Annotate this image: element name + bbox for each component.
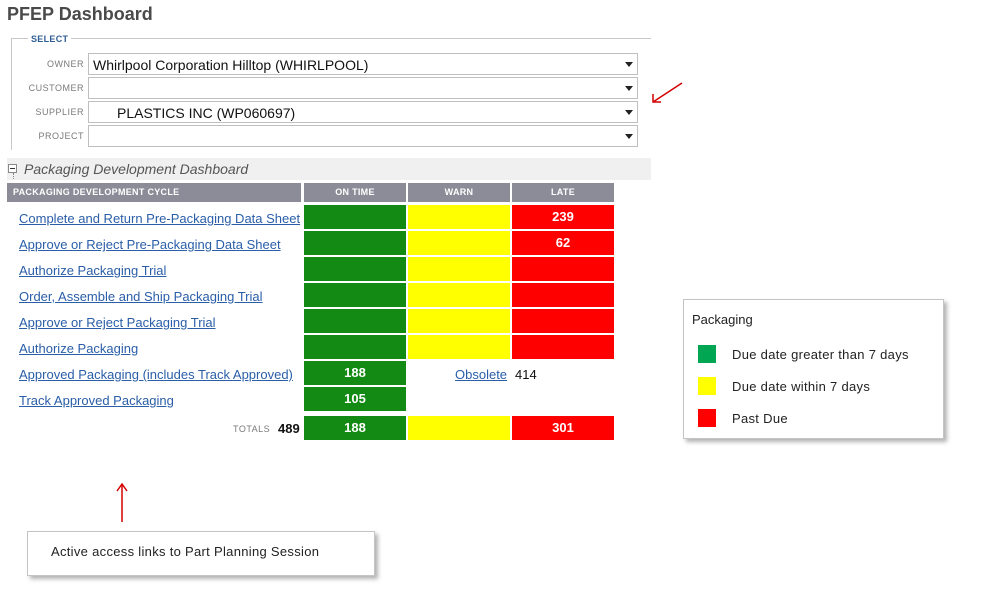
red-swatch-icon [698,409,716,427]
chevron-down-icon[interactable] [625,62,633,67]
header-on-time: ON TIME [304,183,406,202]
owner-row: OWNER Whirlpool Corporation Hilltop (WHI… [12,53,652,75]
project-row: PROJECT [12,125,652,147]
cell-warn [408,231,510,255]
cell-warn [408,283,510,307]
cell-warn [408,257,510,281]
header-cycle: PACKAGING DEVELOPMENT CYCLE [7,183,301,202]
header-warn: WARN [408,183,510,202]
cell-warn [408,205,510,229]
supplier-label: SUPPLIER [35,107,84,117]
total-warn [408,416,510,440]
annotation-arrow-up-icon [116,482,128,522]
project-label: PROJECT [38,131,84,141]
chevron-down-icon[interactable] [625,134,633,139]
link-approved-packaging[interactable]: Approved Packaging (includes Track Appro… [19,367,293,382]
cell-on-time[interactable]: 188 [304,361,406,385]
totals-label: TOTALS [233,424,271,434]
cell-warn [408,309,510,333]
totals-value: 489 [278,421,300,436]
cell-late[interactable]: 239 [512,205,614,229]
page-title: PFEP Dashboard [7,4,153,24]
annotation-arrow-icon [652,82,683,103]
section-header: Packaging Development Dashboard [7,158,651,180]
link-track-approved-packaging[interactable]: Track Approved Packaging [19,393,174,408]
annotation-text: Active access links to Part Planning Ses… [51,544,320,559]
yellow-swatch-icon [698,377,716,395]
owner-value: Whirlpool Corporation Hilltop (WHIRLPOOL… [93,57,369,73]
customer-select[interactable] [88,77,638,99]
cell-late[interactable]: 62 [512,231,614,255]
select-fieldset: SELECT OWNER Whirlpool Corporation Hillt… [11,34,652,150]
link-order-assemble-ship-trial[interactable]: Order, Assemble and Ship Packaging Trial [19,289,263,304]
project-select[interactable] [88,125,638,147]
legend-label: Due date greater than 7 days [732,347,909,362]
link-obsolete[interactable]: Obsolete [455,367,508,382]
select-legend: SELECT [28,34,72,44]
collapse-icon[interactable] [8,164,17,179]
cell-late [512,335,614,359]
legend-label: Past Due [732,411,788,426]
cell-on-time [304,231,406,255]
cell-on-time [304,283,406,307]
cell-late [512,257,614,281]
obsolete-count: 414 [515,367,537,382]
cell-on-time [304,205,406,229]
header-late: LATE [512,183,614,202]
supplier-value: PLASTICS INC (WP060697) [117,105,296,121]
link-approve-reject-pre-packaging[interactable]: Approve or Reject Pre-Packaging Data She… [19,237,281,252]
link-approve-reject-packaging-trial[interactable]: Approve or Reject Packaging Trial [19,315,216,330]
cell-on-time [304,257,406,281]
customer-row: CUSTOMER [12,77,652,99]
link-complete-return-pre-packaging[interactable]: Complete and Return Pre-Packaging Data S… [19,211,301,226]
green-swatch-icon [698,345,716,363]
chevron-down-icon[interactable] [625,110,633,115]
owner-label: OWNER [47,59,84,69]
cell-on-time [304,335,406,359]
customer-label: CUSTOMER [28,83,84,93]
chevron-down-icon[interactable] [625,86,633,91]
cell-late [512,309,614,333]
supplier-select[interactable]: PLASTICS INC (WP060697) [88,101,638,123]
legend-title: Packaging [692,312,753,327]
link-authorize-packaging[interactable]: Authorize Packaging [19,341,139,356]
annotation-note: Active access links to Part Planning Ses… [27,531,375,576]
total-on-time: 188 [304,416,406,440]
total-late: 301 [512,416,614,440]
cell-on-time[interactable]: 105 [304,387,406,411]
status-legend: Packaging Due date greater than 7 days D… [683,299,944,439]
cell-late [512,283,614,307]
legend-label: Due date within 7 days [732,379,871,394]
link-authorize-packaging-trial[interactable]: Authorize Packaging Trial [19,263,167,278]
cell-on-time [304,309,406,333]
section-title: Packaging Development Dashboard [24,161,249,177]
cell-warn [408,335,510,359]
owner-select[interactable]: Whirlpool Corporation Hilltop (WHIRLPOOL… [88,53,638,75]
supplier-row: SUPPLIER PLASTICS INC (WP060697) [12,101,652,123]
